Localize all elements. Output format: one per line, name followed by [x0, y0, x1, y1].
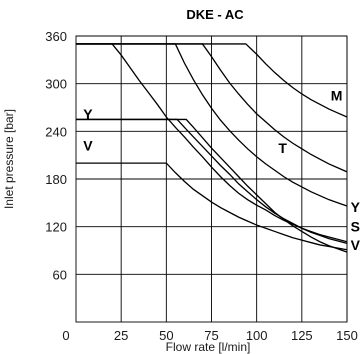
x-tick-label: 0	[62, 328, 69, 343]
curve-label-s: S	[351, 219, 360, 235]
y-tick-label: 360	[45, 29, 67, 44]
curve-label-y: Y	[83, 106, 93, 122]
y-axis-label: Inlet pressure [bar]	[2, 109, 16, 209]
y-tick-label: 300	[45, 77, 67, 92]
x-tick-label: 150	[336, 328, 358, 343]
x-tick-label: 25	[114, 328, 128, 343]
y-tick-label: 60	[53, 267, 67, 282]
series-lines	[76, 43, 348, 253]
series-line-m	[76, 43, 348, 118]
x-tick-label: 50	[159, 328, 173, 343]
chart-title: DKE - AC	[186, 7, 244, 22]
series-line-y	[76, 118, 348, 243]
series-line-y	[76, 43, 348, 207]
curve-label-y: Y	[351, 199, 361, 215]
y-tick-label: 120	[45, 220, 67, 235]
plot-frame	[75, 35, 348, 323]
series-line-v	[76, 118, 348, 253]
curve-label-v: V	[83, 138, 93, 154]
curve-label-m: M	[331, 88, 343, 104]
y-tick-label: 180	[45, 172, 67, 187]
x-axis-label: Flow rate [l/min]	[166, 340, 251, 354]
x-tick-label: 125	[291, 328, 313, 343]
series-line-v	[76, 162, 348, 251]
tick-labels: 0 25 50 75 100 125 150 60 120 180 240 300 360	[45, 29, 358, 343]
curve-label-v: V	[351, 237, 361, 253]
series-line-t	[76, 43, 348, 173]
grid	[75, 35, 348, 323]
x-tick-label: 100	[246, 328, 268, 343]
x-tick-label: 75	[204, 328, 218, 343]
y-tick-label: 240	[45, 124, 67, 139]
curve-label-t: T	[278, 140, 287, 156]
